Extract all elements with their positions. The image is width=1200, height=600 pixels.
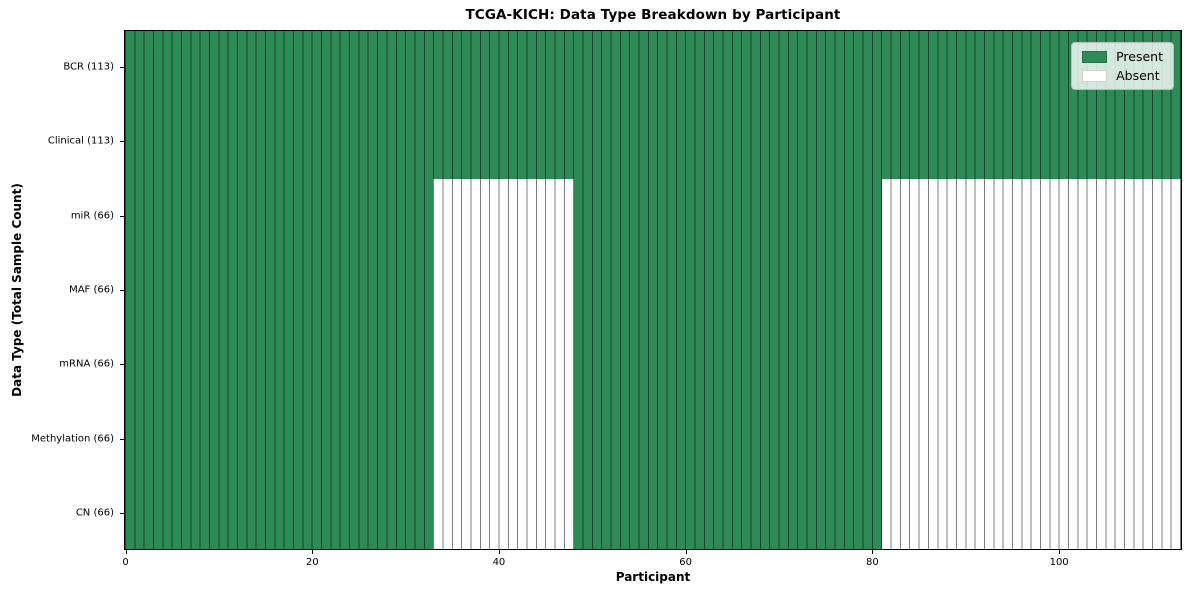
y-tick-label-miR: miR (66) <box>70 210 114 222</box>
cells-present-Clinical <box>125 105 1181 179</box>
x-tick-mark <box>125 550 127 554</box>
y-tick-label-MAF: MAF (66) <box>69 284 114 296</box>
x-tick-label-40: 40 <box>492 557 506 568</box>
cells-absent-miR <box>433 179 574 253</box>
legend-label-absent: Absent <box>1116 68 1160 83</box>
y-tick-mark <box>120 512 124 514</box>
cells-present-miR <box>125 179 434 253</box>
cells-absent-mRNA <box>881 327 1181 401</box>
legend-swatch-present <box>1082 50 1108 63</box>
x-tick-mark <box>498 550 500 554</box>
y-tick-label-Methylation: Methylation (66) <box>31 433 114 445</box>
y-axis-ticks: BCR (113) Clinical (113) miR (66) MAF (66) m… <box>0 30 124 550</box>
cells-present-Methylation <box>125 401 434 475</box>
cells-present-Methylation <box>573 401 882 475</box>
x-tick-mark <box>312 550 314 554</box>
x-axis-ticks: 0 20 40 60 80 100 <box>122 550 1182 576</box>
x-axis-label: Participant <box>615 570 691 584</box>
plot-area: Present Absent <box>124 30 1182 550</box>
cells-present-mRNA <box>573 327 882 401</box>
heatmap-row-MAF <box>125 253 1181 327</box>
cells-absent-CN <box>881 475 1181 549</box>
cells-absent-CN <box>433 475 574 549</box>
cells-present-CN <box>125 475 434 549</box>
cells-absent-MAF <box>881 253 1181 327</box>
heatmap-row-CN <box>125 475 1181 549</box>
heatmap-row-Clinical <box>125 105 1181 179</box>
x-tick-mark <box>685 550 687 554</box>
y-tick-mark <box>120 141 124 143</box>
x-tick-mark <box>1059 550 1061 554</box>
legend: Present Absent <box>1071 42 1174 90</box>
legend-label-present: Present <box>1116 49 1163 64</box>
legend-item-absent: Absent <box>1082 69 1163 82</box>
cells-present-BCR <box>125 31 1181 105</box>
heatmap-row-miR <box>125 179 1181 253</box>
x-tick-label-100: 100 <box>1049 557 1069 568</box>
legend-swatch-absent <box>1082 69 1108 82</box>
cells-absent-miR <box>881 179 1181 253</box>
x-tick-label-60: 60 <box>679 557 693 568</box>
heatmap-row-mRNA <box>125 327 1181 401</box>
y-tick-mark <box>120 215 124 217</box>
y-tick-mark <box>120 67 124 69</box>
cells-absent-Methylation <box>881 401 1181 475</box>
cells-absent-MAF <box>433 253 574 327</box>
x-tick-mark <box>872 550 874 554</box>
y-tick-label-BCR: BCR (113) <box>63 61 114 73</box>
legend-item-present: Present <box>1082 50 1163 63</box>
heatmap-row-BCR <box>125 31 1181 105</box>
cells-present-MAF <box>125 253 434 327</box>
y-tick-mark <box>120 364 124 366</box>
cells-present-mRNA <box>125 327 434 401</box>
heatmap-row-Methylation <box>125 401 1181 475</box>
x-tick-label-20: 20 <box>305 557 319 568</box>
y-tick-label-mRNA: mRNA (66) <box>59 358 114 370</box>
y-tick-label-CN: CN (66) <box>75 507 114 519</box>
cells-absent-mRNA <box>433 327 574 401</box>
chart-title: TCGA-KICH: Data Type Breakdown by Partic… <box>465 7 841 23</box>
cells-present-miR <box>573 179 882 253</box>
cells-absent-Methylation <box>433 401 574 475</box>
heatmap-rows <box>125 31 1181 549</box>
y-tick-mark <box>120 290 124 291</box>
x-tick-label-0: 0 <box>122 557 129 568</box>
cells-present-MAF <box>573 253 882 327</box>
x-tick-label-80: 80 <box>866 557 879 568</box>
y-tick-label-Clinical: Clinical (113) <box>47 135 114 147</box>
y-tick-mark <box>120 438 124 440</box>
cells-present-CN <box>573 475 882 549</box>
